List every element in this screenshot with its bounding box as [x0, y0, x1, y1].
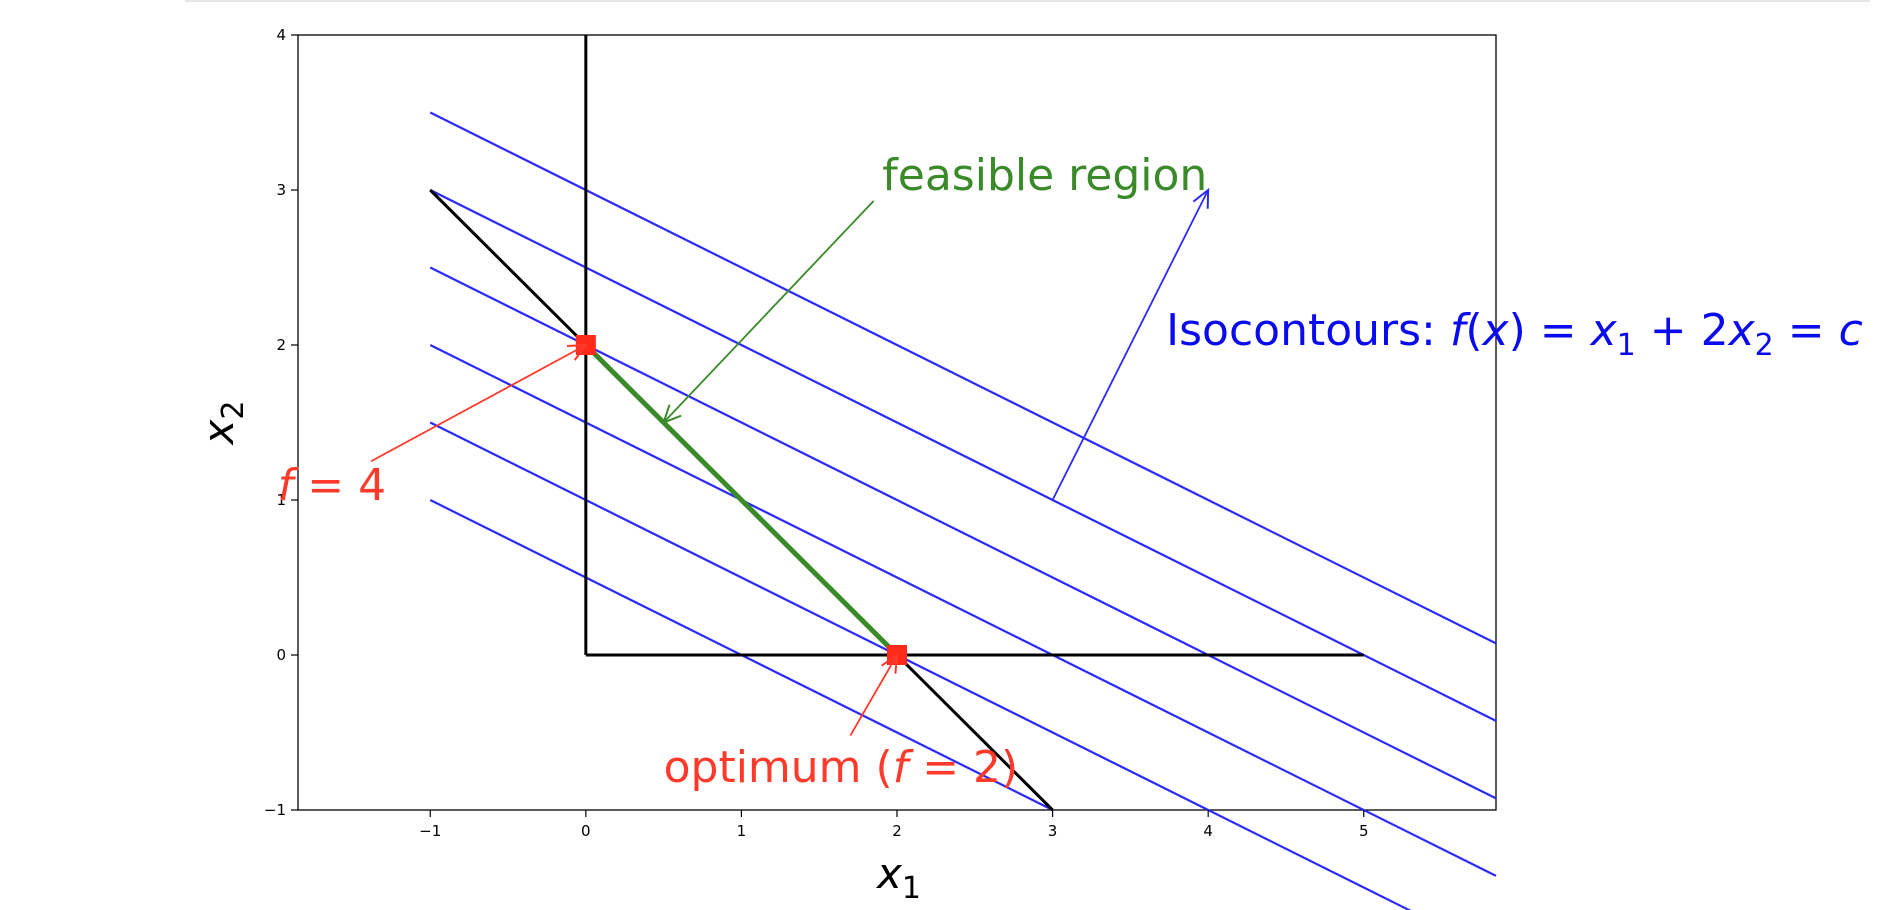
y-tick-label: 2	[276, 336, 286, 354]
y-tick-label: 4	[276, 26, 286, 44]
y-axis-label: x2	[194, 401, 251, 447]
iso-x: x	[1481, 305, 1510, 356]
f4-eq: = 4	[293, 460, 386, 511]
iso-x1: x	[1589, 305, 1618, 356]
x-axis-label-main: x	[875, 849, 903, 898]
tick-group: −1 0 1 2 3 4 5 −1 0 1 2 3 4	[264, 26, 1369, 840]
iso-paren-open: (	[1465, 305, 1482, 356]
x-tick-label: 0	[581, 822, 591, 840]
f4-label: f = 4	[278, 460, 386, 511]
isocontour-line-3	[429, 344, 1497, 877]
x-tick-label: 4	[1203, 822, 1213, 840]
feasible-arrow	[662, 200, 875, 425]
optimum-label: optimum (f = 2)	[664, 742, 1019, 793]
iso-eq2: =	[1774, 305, 1839, 356]
y-axis-label-main: x	[194, 418, 243, 446]
x-axis-label-sub: 1	[902, 871, 921, 906]
optimum-arrow	[849, 652, 899, 737]
x-tick-label: 3	[1048, 822, 1058, 840]
x-axis-label: x1	[875, 849, 921, 906]
y-tick-label: 1	[276, 491, 286, 509]
plot-area: −1 0 1 2 3 4 5 −1 0 1 2 3 4	[264, 26, 1497, 910]
feasible-region-text: feasible region	[882, 150, 1207, 201]
x-tick-label: 1	[737, 822, 747, 840]
iso-paren-close: )	[1509, 305, 1526, 356]
f4-arrow	[370, 343, 588, 463]
isocontours-label: Isocontours: f(x) = x1 + 2x2 = c	[1166, 305, 1863, 363]
x-tick-label: 2	[892, 822, 902, 840]
y-tick-label: 0	[276, 646, 286, 664]
isocontour-group	[429, 111, 1497, 910]
y-tick-label: 3	[276, 181, 286, 199]
isocontour-arrow	[1051, 187, 1210, 501]
iso-plus: + 2	[1636, 305, 1729, 356]
y-axis-label-sub: 2	[216, 401, 251, 420]
iso-prefix: Isocontours:	[1166, 305, 1450, 356]
isocontour-line-4	[429, 266, 1497, 800]
x-tick-label: 5	[1359, 822, 1369, 840]
iso-c: c	[1839, 305, 1863, 356]
iso-eq1: =	[1526, 305, 1591, 356]
isocontour-line-6	[429, 111, 1497, 645]
opt-eq: = 2)	[908, 742, 1018, 793]
iso-x2-sub: 2	[1755, 328, 1774, 363]
y-tick-label: −1	[264, 801, 286, 819]
x-tick-label: −1	[419, 822, 441, 840]
opt-prefix: optimum (	[664, 742, 893, 793]
isocontour-line-2	[429, 421, 1412, 910]
iso-x2: x	[1727, 305, 1756, 356]
iso-x1-sub: 1	[1617, 328, 1636, 363]
isocontour-line-5	[429, 189, 1497, 722]
feasible-segment	[584, 343, 899, 657]
feasible-region-label: feasible region	[882, 150, 1207, 201]
